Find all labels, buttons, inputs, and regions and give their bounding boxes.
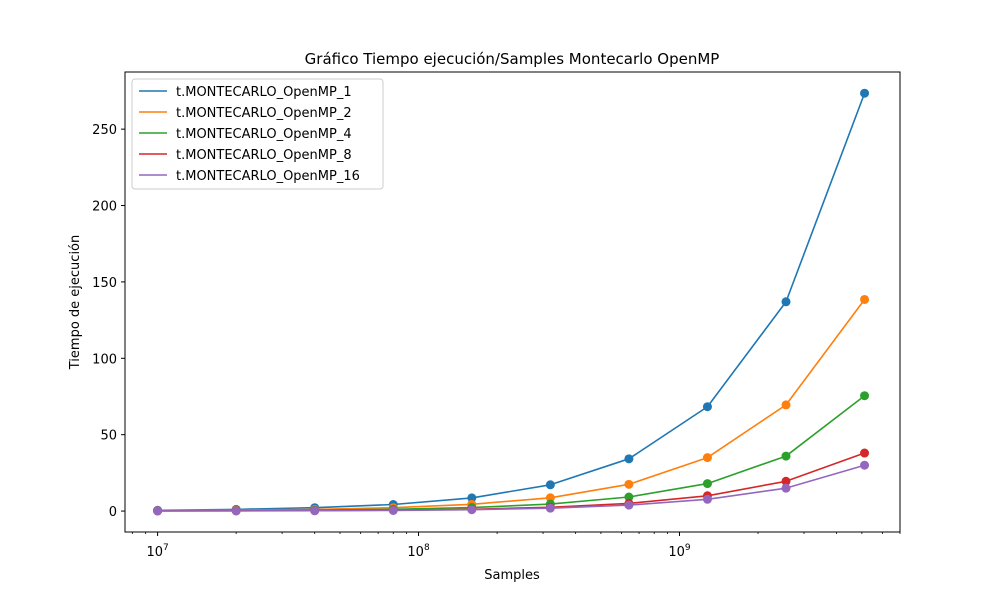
series-line-5 <box>157 464 865 512</box>
x-tick-label: 107 <box>146 543 168 560</box>
legend: t.MONTECARLO_OpenMP_1 t.MONTECARLO_OpenMP… <box>131 78 384 190</box>
y-axis-title: Tiempo de ejecución <box>68 235 83 370</box>
legend-label: t.MONTECARLO_OpenMP_4 <box>176 127 352 142</box>
series-line-1 <box>157 92 866 512</box>
series-point <box>702 402 712 412</box>
legend-label: t.MONTECARLO_OpenMP_8 <box>176 148 352 163</box>
x-tick-label: 108 <box>407 543 430 560</box>
series-point <box>860 460 870 470</box>
series-point <box>781 451 791 461</box>
y-axis: 0 50 100 150 200 250 <box>92 123 125 520</box>
x-axis-title: Samples <box>484 568 540 583</box>
series-point <box>624 500 634 510</box>
chart-title: Gráfico Tiempo ejecución/Samples Monteca… <box>305 50 720 68</box>
series-point <box>702 479 712 489</box>
series-point <box>781 483 791 493</box>
series-point <box>702 494 712 504</box>
series-point <box>545 503 555 513</box>
legend-box <box>131 78 384 190</box>
y-tick-label: 150 <box>92 276 117 291</box>
series-point <box>310 506 320 516</box>
series-point <box>781 476 791 486</box>
series-point <box>153 506 163 516</box>
legend-label: t.MONTECARLO_OpenMP_1 <box>176 85 352 100</box>
series-point <box>860 448 870 458</box>
x-tick-label: 109 <box>668 543 691 560</box>
legend-label: t.MONTECARLO_OpenMP_2 <box>176 106 352 121</box>
y-tick-label: 200 <box>92 200 117 215</box>
series-point <box>231 506 241 516</box>
series-point <box>781 297 791 307</box>
series-point <box>860 294 870 304</box>
series-point <box>624 492 634 502</box>
legend-label: t.MONTECARLO_OpenMP_16 <box>176 169 360 184</box>
plot-area <box>124 71 901 533</box>
series-point <box>545 493 555 503</box>
series-point <box>781 400 791 410</box>
series-point <box>860 88 870 98</box>
series-point <box>467 505 477 515</box>
series-point <box>624 479 634 489</box>
series-point <box>860 391 870 401</box>
series-point <box>388 505 398 515</box>
y-tick-label: 100 <box>92 352 117 367</box>
y-tick-label: 50 <box>100 429 117 444</box>
series-point <box>467 493 477 503</box>
y-tick-label: 250 <box>92 123 117 138</box>
series-point <box>545 480 555 490</box>
series-point <box>702 453 712 463</box>
y-tick-label: 0 <box>109 505 117 520</box>
series-point <box>624 454 634 464</box>
x-axis: 107 108 109 <box>131 532 901 560</box>
